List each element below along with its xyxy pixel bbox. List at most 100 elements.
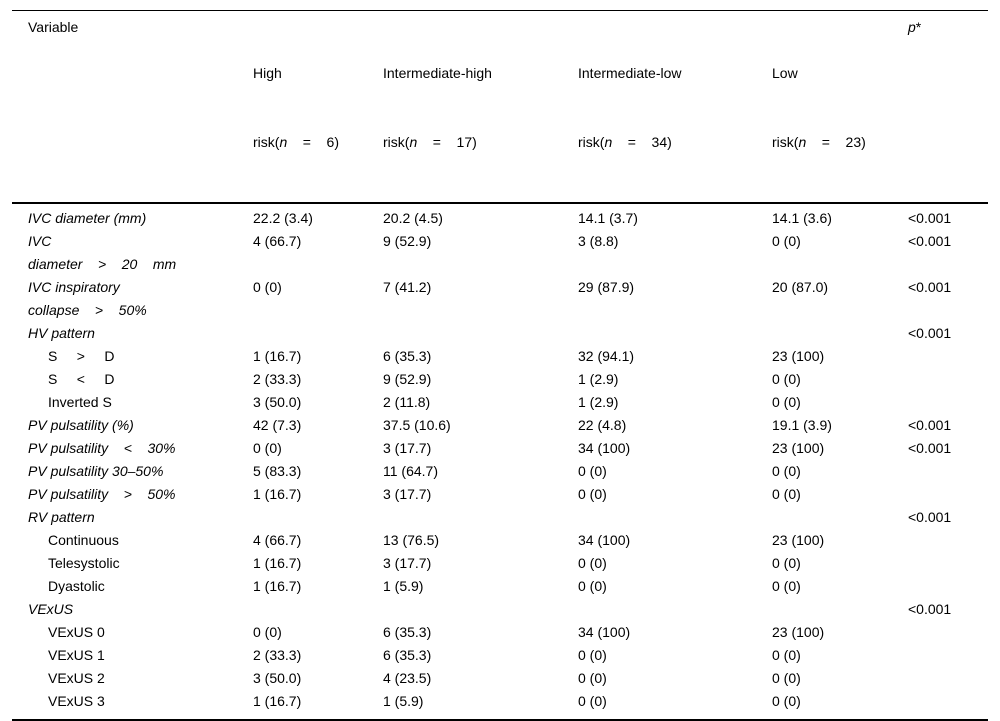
header-row: Variable High risk(n = 6) Intermediate-h… <box>12 11 988 204</box>
cell-value: 0 (0) <box>578 647 607 663</box>
cell-pvalue <box>908 391 988 414</box>
cell-value: 2 (33.3) <box>253 371 302 387</box>
table-row: IVC diameter > 20 mm 4 (66.7) 9 (52.9) 3 (8… <box>12 230 988 276</box>
cell-value: 42 (7.3) <box>253 417 302 433</box>
cell-value: 6 (35.3) <box>383 647 432 663</box>
cell-value: 3 (50.0) <box>253 670 302 686</box>
cell-pvalue: <0.001 <box>908 440 952 456</box>
row-label: VExUS 1 <box>48 647 105 663</box>
cell-value: 23 (100) <box>772 624 825 640</box>
table-row: IVC inspiratory collapse > 50% 0 (0) 7 (41… <box>12 276 988 322</box>
cell-value: 0 (0) <box>253 440 282 456</box>
table-row: S > D 1 (16.7) 6 (35.3) 32 (94.1) 23 (100) <box>12 345 988 368</box>
cell-value: 23 (100) <box>772 348 825 364</box>
table-row: Continuous 4 (66.7) 13 (76.5) 34 (100) 23 (1… <box>12 529 988 552</box>
col-header-pvalue: p* <box>908 11 988 204</box>
header-group-label: Intermediate-low <box>578 65 682 81</box>
table-row: HV pattern <0.001 <box>12 322 988 345</box>
cell-value: 4 (23.5) <box>383 670 432 686</box>
risk-group-table: Variable High risk(n = 6) Intermediate-h… <box>12 10 988 721</box>
row-label: PV pulsatility < 30% <box>28 440 176 456</box>
cell-value: 0 (0) <box>772 394 801 410</box>
n-variable: n <box>604 134 613 150</box>
cell-value: 0 (0) <box>772 371 801 387</box>
cell-pvalue <box>908 460 988 483</box>
cell-value: 23 (100) <box>772 532 825 548</box>
row-label: Telesystolic <box>48 555 120 571</box>
cell-value <box>772 322 908 345</box>
cell-pvalue: <0.001 <box>908 509 952 525</box>
cell-pvalue <box>908 667 988 690</box>
p-variable: p <box>908 19 916 35</box>
cell-value: 5 (83.3) <box>253 463 302 479</box>
cell-value: 22.2 (3.4) <box>253 210 313 226</box>
cell-value: 9 (52.9) <box>383 371 432 387</box>
table-row: S < D 2 (33.3) 9 (52.9) 1 (2.9) 0 (0) <box>12 368 988 391</box>
cell-value <box>772 598 908 621</box>
col-header-high-risk: High risk(n = 6) <box>253 11 383 204</box>
risk-text: risk( <box>578 134 605 150</box>
col-header-low-risk: Low risk(n = 23) <box>772 11 908 204</box>
cell-value: 0 (0) <box>772 670 801 686</box>
header-group-n: risk(n = 23) <box>772 131 908 154</box>
table-row: VExUS 3 1 (16.7) 1 (5.9) 0 (0) 0 (0) <box>12 690 988 720</box>
row-label: PV pulsatility > 50% <box>28 486 176 502</box>
cell-value: 3 (50.0) <box>253 394 302 410</box>
cell-value <box>253 598 383 621</box>
cell-pvalue <box>908 345 988 368</box>
table-header: Variable High risk(n = 6) Intermediate-h… <box>12 11 988 204</box>
cell-value: 0 (0) <box>578 693 607 709</box>
cell-value: 1 (5.9) <box>383 578 424 594</box>
cell-value: 1 (2.9) <box>578 371 619 387</box>
n-count: = 6) <box>287 134 339 150</box>
cell-value: 13 (76.5) <box>383 532 440 548</box>
cell-value: 3 (17.7) <box>383 486 432 502</box>
cell-pvalue <box>908 644 988 667</box>
cell-value: 1 (16.7) <box>253 578 302 594</box>
row-label: S < D <box>48 371 115 387</box>
col-header-intermediate-high-risk: Intermediate-high risk(n = 17) <box>383 11 578 204</box>
cell-pvalue <box>908 552 988 575</box>
cell-pvalue: <0.001 <box>908 601 952 617</box>
row-label: Continuous <box>48 532 119 548</box>
row-label: PV pulsatility 30–50% <box>28 463 164 479</box>
risk-text: risk( <box>772 134 799 150</box>
cell-value <box>578 506 772 529</box>
row-label: HV pattern <box>28 325 95 341</box>
cell-value: 4 (66.7) <box>253 233 302 249</box>
cell-value: 4 (66.7) <box>253 532 302 548</box>
header-group-label: Low <box>772 65 798 81</box>
table-body: IVC diameter (mm) 22.2 (3.4) 20.2 (4.5) 14.… <box>12 203 988 720</box>
cell-pvalue <box>908 483 988 506</box>
cell-value: 2 (11.8) <box>383 394 431 410</box>
col-header-intermediate-low-risk: Intermediate-low risk(n = 34) <box>578 11 772 204</box>
n-variable: n <box>798 134 807 150</box>
table-row: PV pulsatility (%) 42 (7.3) 37.5 (10.6) 22 … <box>12 414 988 437</box>
row-label: VExUS 2 <box>48 670 105 686</box>
cell-value: 3 (17.7) <box>383 555 432 571</box>
table-row: VExUS <0.001 <box>12 598 988 621</box>
row-label: VExUS 0 <box>48 624 105 640</box>
risk-text: risk( <box>253 134 280 150</box>
cell-value: 7 (41.2) <box>383 279 432 295</box>
cell-value: 0 (0) <box>772 555 801 571</box>
cell-value <box>253 506 383 529</box>
header-group-n: risk(n = 6) <box>253 131 383 154</box>
cell-value: 34 (100) <box>578 440 631 456</box>
risk-text: risk( <box>383 134 410 150</box>
cell-pvalue <box>908 575 988 598</box>
table-row: PV pulsatility 30–50% 5 (83.3) 11 (64.7) 0 … <box>12 460 988 483</box>
cell-pvalue: <0.001 <box>908 210 952 226</box>
cell-value: 23 (100) <box>772 440 825 456</box>
cell-value <box>578 322 772 345</box>
cell-value: 0 (0) <box>578 555 607 571</box>
cell-pvalue: <0.001 <box>908 417 952 433</box>
p-star: * <box>915 19 922 35</box>
row-label: IVC inspiratory collapse > 50% <box>28 279 147 318</box>
cell-value <box>772 506 908 529</box>
n-count: = 23) <box>806 134 866 150</box>
cell-value: 1 (16.7) <box>253 486 302 502</box>
cell-value: 11 (64.7) <box>383 463 438 479</box>
header-group-n: risk(n = 17) <box>383 131 578 154</box>
